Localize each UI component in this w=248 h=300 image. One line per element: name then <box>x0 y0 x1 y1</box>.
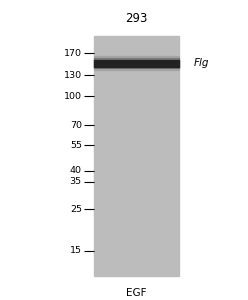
Bar <box>94 36 179 276</box>
Text: 55: 55 <box>70 140 82 149</box>
Text: 100: 100 <box>64 92 82 101</box>
Bar <box>94 58 179 68</box>
Text: 35: 35 <box>70 177 82 186</box>
Text: 15: 15 <box>70 246 82 255</box>
Bar <box>94 60 179 67</box>
Bar <box>94 56 179 70</box>
Text: 130: 130 <box>64 70 82 80</box>
Text: 293: 293 <box>125 13 148 26</box>
Text: 170: 170 <box>64 49 82 58</box>
Text: Flg: Flg <box>193 58 209 68</box>
Text: EGF: EGF <box>126 288 147 298</box>
Text: 25: 25 <box>70 205 82 214</box>
Text: 70: 70 <box>70 121 82 130</box>
Text: 40: 40 <box>70 167 82 176</box>
